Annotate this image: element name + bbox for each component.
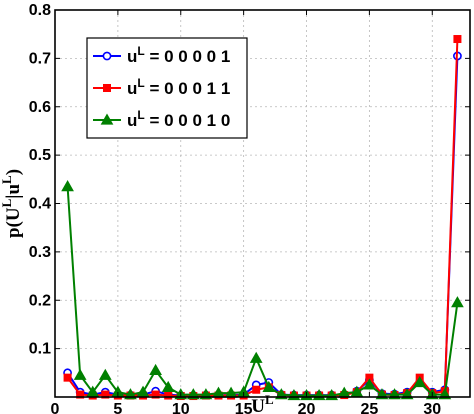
legend-label-value: = 0 0 0 0 1 xyxy=(145,47,231,66)
data-point-triangle xyxy=(451,296,464,308)
data-point-square xyxy=(252,385,261,394)
y-axis-label-prefix: p(U xyxy=(3,207,24,238)
y-tick-label: 0.5 xyxy=(29,147,51,164)
legend-item-triangle: uL = 0 0 0 1 0 xyxy=(93,108,230,130)
y-tick-label: 0.2 xyxy=(29,292,51,309)
legend-label-base: u xyxy=(127,111,137,130)
data-point-triangle xyxy=(149,363,162,376)
y-tick-label: 0.1 xyxy=(29,341,51,358)
x-tick-label: 0 xyxy=(51,401,60,414)
legend-label-value: = 0 0 0 1 0 xyxy=(145,111,231,130)
legend-marker-circle xyxy=(102,51,112,61)
x-tick-label: 20 xyxy=(298,401,316,414)
legend-label-sup: L xyxy=(137,76,144,90)
svg-text:p(UL|uL): p(UL|uL) xyxy=(0,169,24,238)
y-tick-label: 0.4 xyxy=(29,196,51,213)
data-point-square xyxy=(63,373,72,382)
legend-label: uL = 0 0 0 0 1 xyxy=(127,44,230,66)
x-tick-label: 5 xyxy=(113,401,122,414)
legend-label-value: = 0 0 0 1 1 xyxy=(145,79,231,98)
legend-marker-square xyxy=(103,84,111,92)
legend: uL = 0 0 0 0 1uL = 0 0 0 1 1uL = 0 0 0 1… xyxy=(86,37,248,139)
series-triangle xyxy=(61,180,464,401)
data-point-triangle xyxy=(161,380,175,392)
y-axis-label: p(UL|uL) xyxy=(0,169,24,238)
legend-label: uL = 0 0 0 1 1 xyxy=(127,76,230,98)
x-tick-label: 10 xyxy=(172,401,190,414)
axis-ticks: 0 5 10 15 20 25 30 0.1 0.2 0.3 0.4 0.5 0.6 0.7 0.8 xyxy=(29,2,470,414)
x-tick-label: 15 xyxy=(235,401,253,414)
legend-marker-triangle xyxy=(100,113,114,125)
y-tick-label: 0.8 xyxy=(29,2,51,19)
series-line-triangle xyxy=(66,186,459,397)
data-point-triangle xyxy=(136,385,150,397)
legend-label: uL = 0 0 0 1 0 xyxy=(127,108,230,130)
legend-label-base: u xyxy=(127,79,137,98)
legend-label-sup: L xyxy=(137,108,144,122)
data-point-square xyxy=(453,35,462,44)
data-point-square xyxy=(151,390,160,399)
data-point-square xyxy=(76,390,85,399)
y-tick-label: 0.7 xyxy=(29,50,51,67)
x-tick-label: 25 xyxy=(360,401,378,414)
legend-label-sup: L xyxy=(137,44,144,58)
data-point-square xyxy=(101,390,110,399)
data-point-triangle xyxy=(73,368,87,380)
data-point-square xyxy=(164,391,173,400)
legend-item-circle: uL = 0 0 0 0 1 xyxy=(93,44,230,66)
y-axis-label-middle: |u xyxy=(3,184,24,199)
x-axis-label-sup: L xyxy=(265,392,274,407)
data-point-triangle xyxy=(249,351,263,363)
x-tick-label: 30 xyxy=(423,401,441,414)
y-axis-label-sup-2: L xyxy=(0,175,14,184)
data-point-triangle xyxy=(61,180,74,192)
x-axis-label: UL xyxy=(251,392,274,414)
y-tick-label: 0.6 xyxy=(29,99,51,116)
legend-label-base: u xyxy=(127,47,137,66)
data-point-triangle xyxy=(98,368,112,380)
grid xyxy=(55,10,470,397)
legend-item-square: uL = 0 0 0 1 1 xyxy=(93,76,230,98)
data-point-triangle xyxy=(413,375,427,388)
data-point-triangle xyxy=(363,378,376,390)
data-point-triangle xyxy=(262,380,276,392)
y-axis-label-suffix: ) xyxy=(3,169,24,175)
x-axis-label-base: U xyxy=(251,396,265,414)
y-tick-label: 0.3 xyxy=(29,244,51,261)
y-axis-label-sup-1: L xyxy=(0,198,14,207)
